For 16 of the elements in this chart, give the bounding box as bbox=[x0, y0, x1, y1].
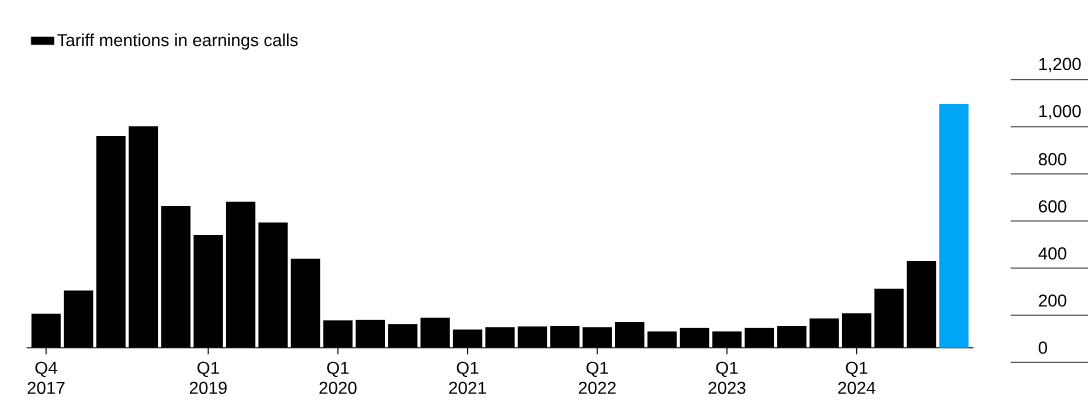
x-tick-label: Q1 2019 bbox=[189, 361, 227, 394]
x-tick-label: Q1 2020 bbox=[319, 361, 357, 394]
legend-label: Tariff mentions in earnings calls bbox=[57, 33, 298, 50]
y-tick-label: 1,200 bbox=[1039, 57, 1081, 73]
bar bbox=[939, 104, 969, 348]
y-tick-label: 0 bbox=[1038, 341, 1048, 354]
x-tick-label: Q4 2017 bbox=[27, 361, 65, 394]
x-tick-label: Q1 2024 bbox=[838, 361, 876, 394]
y-tick-label: 400 bbox=[1038, 247, 1067, 260]
x-tick-label: Q1 2021 bbox=[449, 361, 487, 394]
y-tick-label: 1,000 bbox=[1039, 104, 1081, 120]
y-tick-label: 200 bbox=[1038, 294, 1067, 307]
x-tick-label: Q1 2022 bbox=[578, 361, 616, 394]
y-tick-label: 800 bbox=[1038, 153, 1067, 166]
y-tick-label: 600 bbox=[1038, 200, 1067, 213]
x-tick-label: Q1 2023 bbox=[708, 361, 746, 394]
